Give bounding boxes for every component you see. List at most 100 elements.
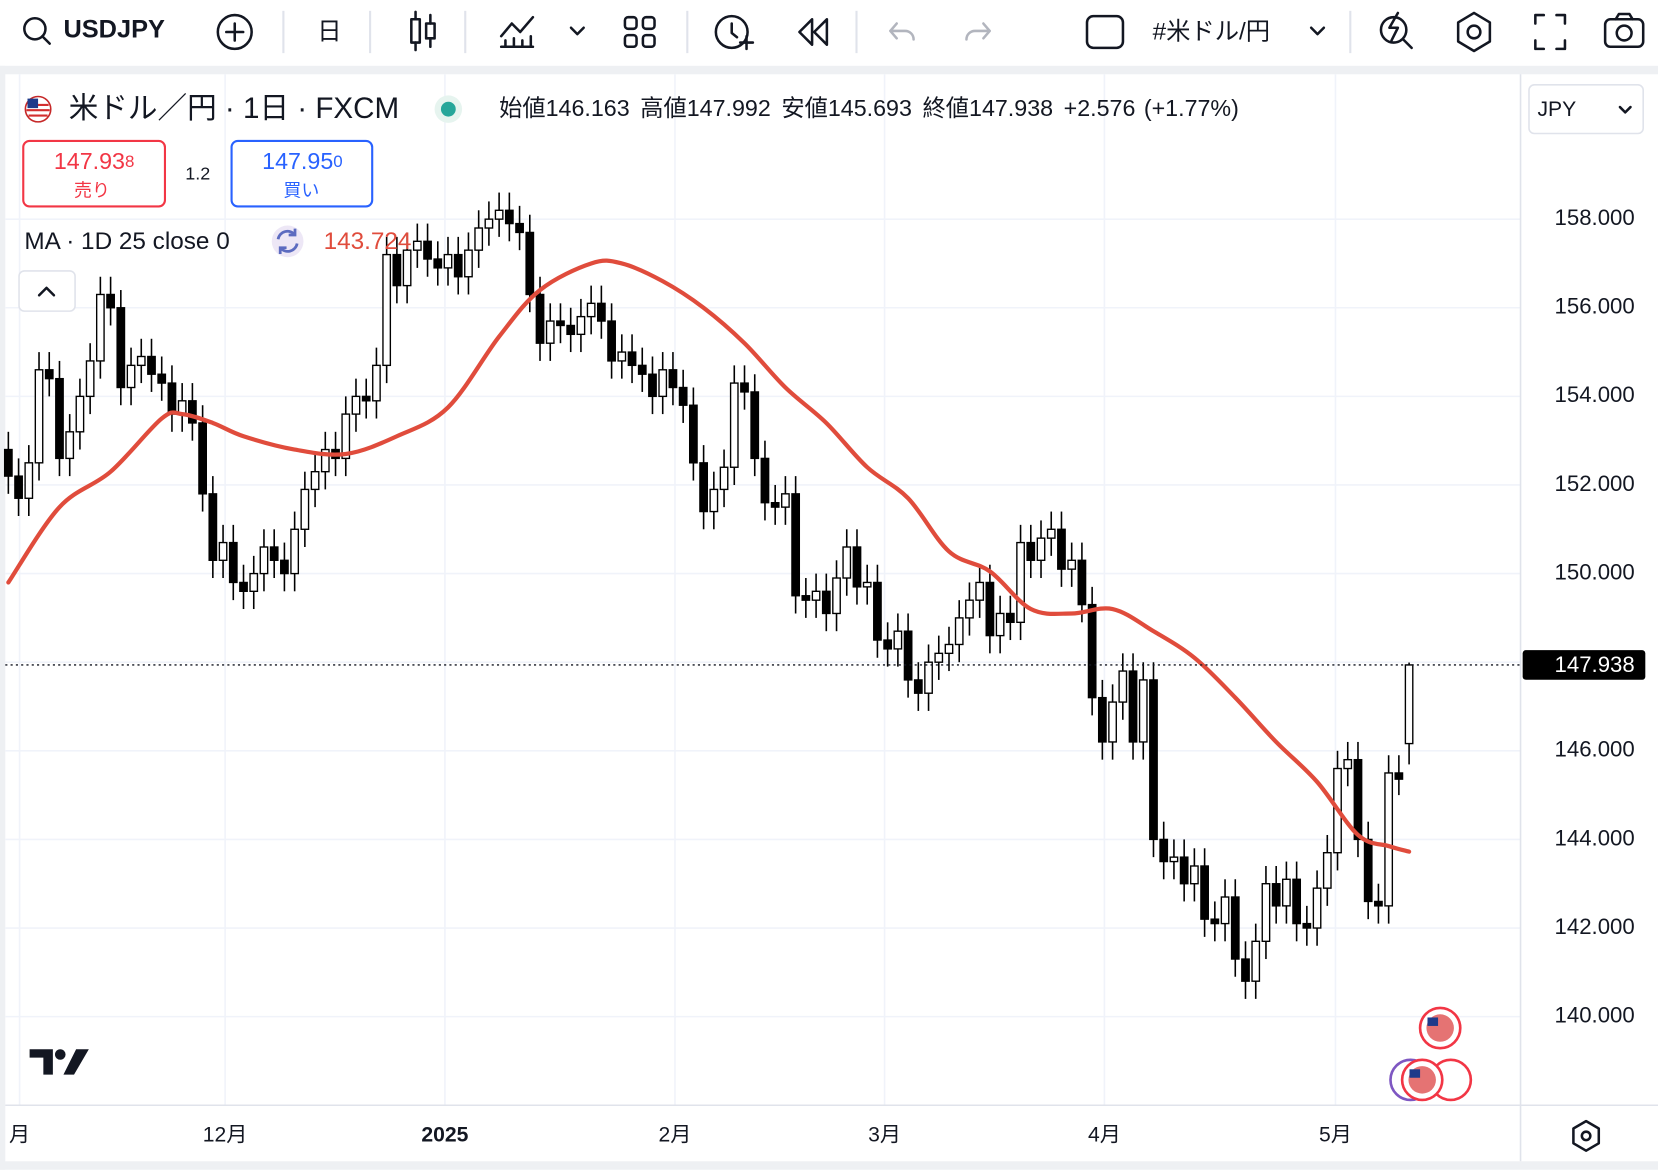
y-tick-label: 144.000: [1555, 825, 1635, 850]
candle-body: [1241, 958, 1250, 982]
candle-body: [699, 462, 708, 513]
candle-body: [1200, 865, 1209, 920]
tv-logo: [29, 1049, 89, 1075]
replay[interactable]: [798, 18, 829, 46]
candle-body: [1189, 865, 1199, 885]
candle-body: [760, 457, 770, 504]
candle-body: [269, 546, 279, 561]
candle-body: [1271, 883, 1281, 907]
y-tick-label: 152.000: [1555, 471, 1635, 496]
collapse-legend[interactable]: [18, 270, 76, 312]
candle-body: [668, 369, 678, 389]
candle-body: [1169, 856, 1179, 863]
candle-body: [545, 320, 555, 344]
candle-body: [1067, 559, 1077, 570]
ohlc-label: 安値: [781, 95, 828, 121]
y-tick-label: 154.000: [1555, 382, 1635, 407]
x-tick-label: 4月: [1088, 1123, 1121, 1146]
interval[interactable]: 日: [317, 18, 341, 45]
ohlc-label: 高値: [640, 95, 687, 121]
candle-body: [1384, 772, 1394, 907]
candle-body: [494, 209, 504, 220]
undo[interactable]: [889, 22, 915, 41]
candle-body: [627, 351, 637, 367]
candle-body: [402, 249, 412, 287]
watchlist-toggle[interactable]: [1085, 14, 1125, 50]
candle-body: [556, 320, 565, 327]
candle-body: [1292, 878, 1302, 925]
candle-body: [1353, 758, 1363, 841]
ohlc-value: 147.938: [969, 95, 1053, 121]
candle-body: [341, 413, 351, 460]
buy-price: 147.950: [262, 148, 343, 174]
candle-body: [913, 679, 923, 694]
candle-body: [954, 617, 964, 646]
candle-body: [678, 386, 688, 406]
settings[interactable]: [1456, 11, 1492, 53]
candle-body: [535, 293, 545, 344]
candle-body: [280, 559, 289, 575]
buy-pip: 0: [333, 153, 342, 172]
candle-body: [34, 369, 44, 464]
currency: JPY: [1537, 98, 1576, 121]
buy-label: 買い: [283, 180, 319, 200]
indicators[interactable]: [499, 15, 585, 49]
screenshot[interactable]: [1603, 12, 1645, 49]
redo[interactable]: [965, 22, 991, 41]
candle-body: [1077, 559, 1087, 606]
candle-body: [1230, 896, 1240, 960]
symbol-search[interactable]: USDJPY: [23, 16, 165, 45]
candle-body: [975, 581, 985, 601]
ohlc-value: 145.693: [828, 95, 912, 121]
candle-body: [995, 612, 1005, 637]
candle-body: [392, 253, 402, 287]
chart-type[interactable]: [410, 10, 436, 52]
candle-body: [198, 422, 208, 495]
time-axis-settings[interactable]: [1572, 1119, 1601, 1152]
chart-title: 米ドル／円 · 1日 · FXCM: [69, 92, 399, 125]
candle-body: [423, 240, 432, 260]
candle-body: [351, 395, 361, 415]
legend: 米ドル／円 · 1日 · FXCM 始値146.163 高値147.992 安値14…: [18, 92, 1239, 312]
candle-body: [883, 639, 893, 650]
candle-body: [188, 400, 197, 424]
add-symbol[interactable]: [216, 13, 253, 51]
watchlist[interactable]: #米ドル/円: [1153, 18, 1271, 45]
candle-body: [1261, 883, 1271, 943]
candle-body: [965, 599, 974, 619]
fullscreen[interactable]: [1534, 13, 1567, 51]
candle-body: [361, 395, 371, 402]
layouts[interactable]: [623, 15, 656, 49]
candle-body: [944, 643, 954, 655]
candle-body: [310, 470, 320, 491]
quick-search[interactable]: [1379, 11, 1413, 50]
candle-body: [24, 462, 34, 499]
sell-price: 147.938: [54, 148, 135, 174]
candle-body: [3, 448, 13, 477]
y-tick-label: 150.000: [1555, 559, 1635, 584]
ma-refresh[interactable]: [271, 225, 304, 258]
ma-value: 143.724: [324, 228, 412, 255]
ohlc-label: 始値: [499, 95, 546, 121]
candle-body: [464, 249, 473, 278]
x-tick-label: 12月: [203, 1123, 248, 1146]
candle-body: [719, 466, 729, 491]
candle-body: [290, 528, 300, 575]
sell-pip: 8: [125, 153, 134, 172]
toolbar: USDJPY 日 #米ドル/円: [23, 10, 1645, 54]
currency-select[interactable]: JPY: [1528, 84, 1644, 135]
candle-body: [1312, 887, 1322, 929]
alert[interactable]: [714, 14, 755, 51]
candle-body: [136, 355, 146, 367]
buy-button[interactable]: 147.950 買い: [230, 139, 374, 208]
candle-body: [453, 253, 463, 278]
event-flags[interactable]: [1389, 1006, 1473, 1102]
candle-body: [576, 315, 586, 336]
candle-body: [106, 293, 115, 309]
sell-button[interactable]: 147.938 売り: [22, 139, 167, 208]
ohlc-label: 終値: [923, 95, 970, 121]
last-price-box: [1522, 650, 1646, 680]
ma-line: [6, 258, 1412, 854]
